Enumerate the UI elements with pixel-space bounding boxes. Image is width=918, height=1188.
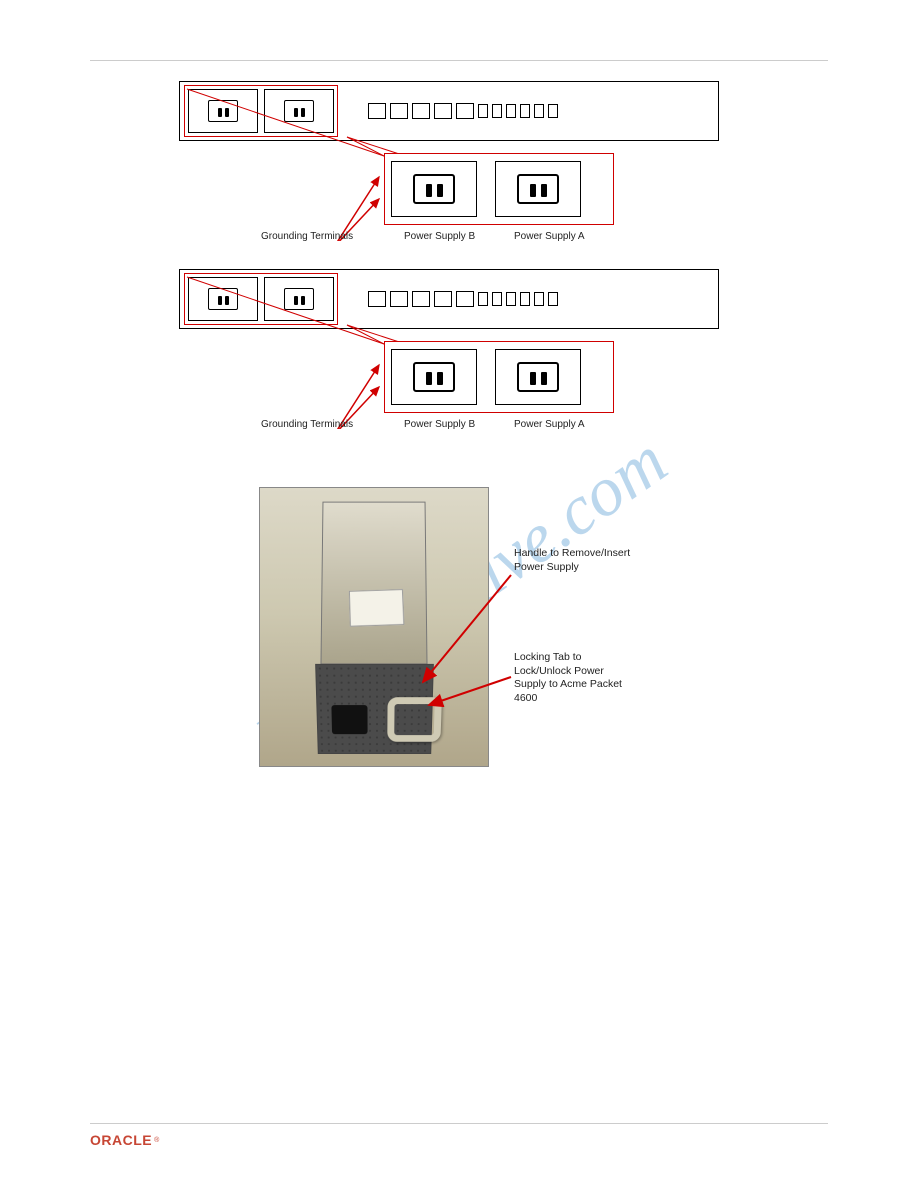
psu-slot-a bbox=[264, 277, 334, 321]
rear-panel-diagram-1: Grounding Terminals Power Supply B Power… bbox=[179, 81, 739, 249]
oracle-logo-text: ORACLE bbox=[90, 1132, 152, 1148]
oracle-logo: ORACLE® bbox=[90, 1132, 828, 1148]
iec-plug-icon bbox=[208, 288, 238, 310]
registered-mark: ® bbox=[154, 1137, 159, 1144]
psu-b-zoom bbox=[391, 349, 477, 405]
psu-a-label: Power Supply A bbox=[514, 419, 585, 430]
port-cluster bbox=[338, 89, 714, 133]
rack-rear-view bbox=[179, 269, 719, 329]
psu-b-zoom bbox=[391, 161, 477, 217]
iec-plug-icon bbox=[517, 174, 559, 204]
ground-label: Grounding Terminals bbox=[261, 419, 353, 430]
port-cluster bbox=[338, 277, 714, 321]
annotation-handle: Handle to Remove/Insert Power Supply bbox=[514, 547, 634, 574]
psu-slot-b bbox=[188, 89, 258, 133]
psu-zoom-detail bbox=[384, 153, 614, 225]
top-divider bbox=[90, 60, 828, 61]
psu-a-label: Power Supply A bbox=[514, 231, 585, 242]
label-row: Grounding Terminals Power Supply B Power… bbox=[179, 419, 739, 437]
iec-plug-icon bbox=[208, 100, 238, 122]
iec-plug-icon bbox=[413, 362, 455, 392]
psu-highlight-box bbox=[184, 273, 338, 325]
iec-plug-icon bbox=[284, 100, 314, 122]
psu-slot-b bbox=[188, 277, 258, 321]
psu-highlight-box bbox=[184, 85, 338, 137]
label-row: Grounding Terminals Power Supply B Power… bbox=[179, 231, 739, 249]
psu-photo-figure: Handle to Remove/Insert Power Supply Loc… bbox=[259, 487, 659, 767]
psu-a-zoom bbox=[495, 349, 581, 405]
ground-label: Grounding Terminals bbox=[261, 231, 353, 242]
rear-panel-diagram-2: Grounding Terminals Power Supply B Power… bbox=[179, 269, 739, 437]
psu-b-label: Power Supply B bbox=[404, 419, 475, 430]
annotation-locking-tab: Locking Tab to Lock/Unlock Power Supply … bbox=[514, 651, 634, 706]
psu-a-zoom bbox=[495, 161, 581, 217]
iec-plug-icon bbox=[517, 362, 559, 392]
iec-plug-icon bbox=[284, 288, 314, 310]
rack-rear-view bbox=[179, 81, 719, 141]
page-footer: ORACLE® bbox=[90, 1123, 828, 1148]
iec-plug-icon bbox=[413, 174, 455, 204]
psu-zoom-detail bbox=[384, 341, 614, 413]
psu-slot-a bbox=[264, 89, 334, 133]
psu-b-label: Power Supply B bbox=[404, 231, 475, 242]
footer-divider bbox=[90, 1123, 828, 1124]
psu-photo bbox=[259, 487, 489, 767]
